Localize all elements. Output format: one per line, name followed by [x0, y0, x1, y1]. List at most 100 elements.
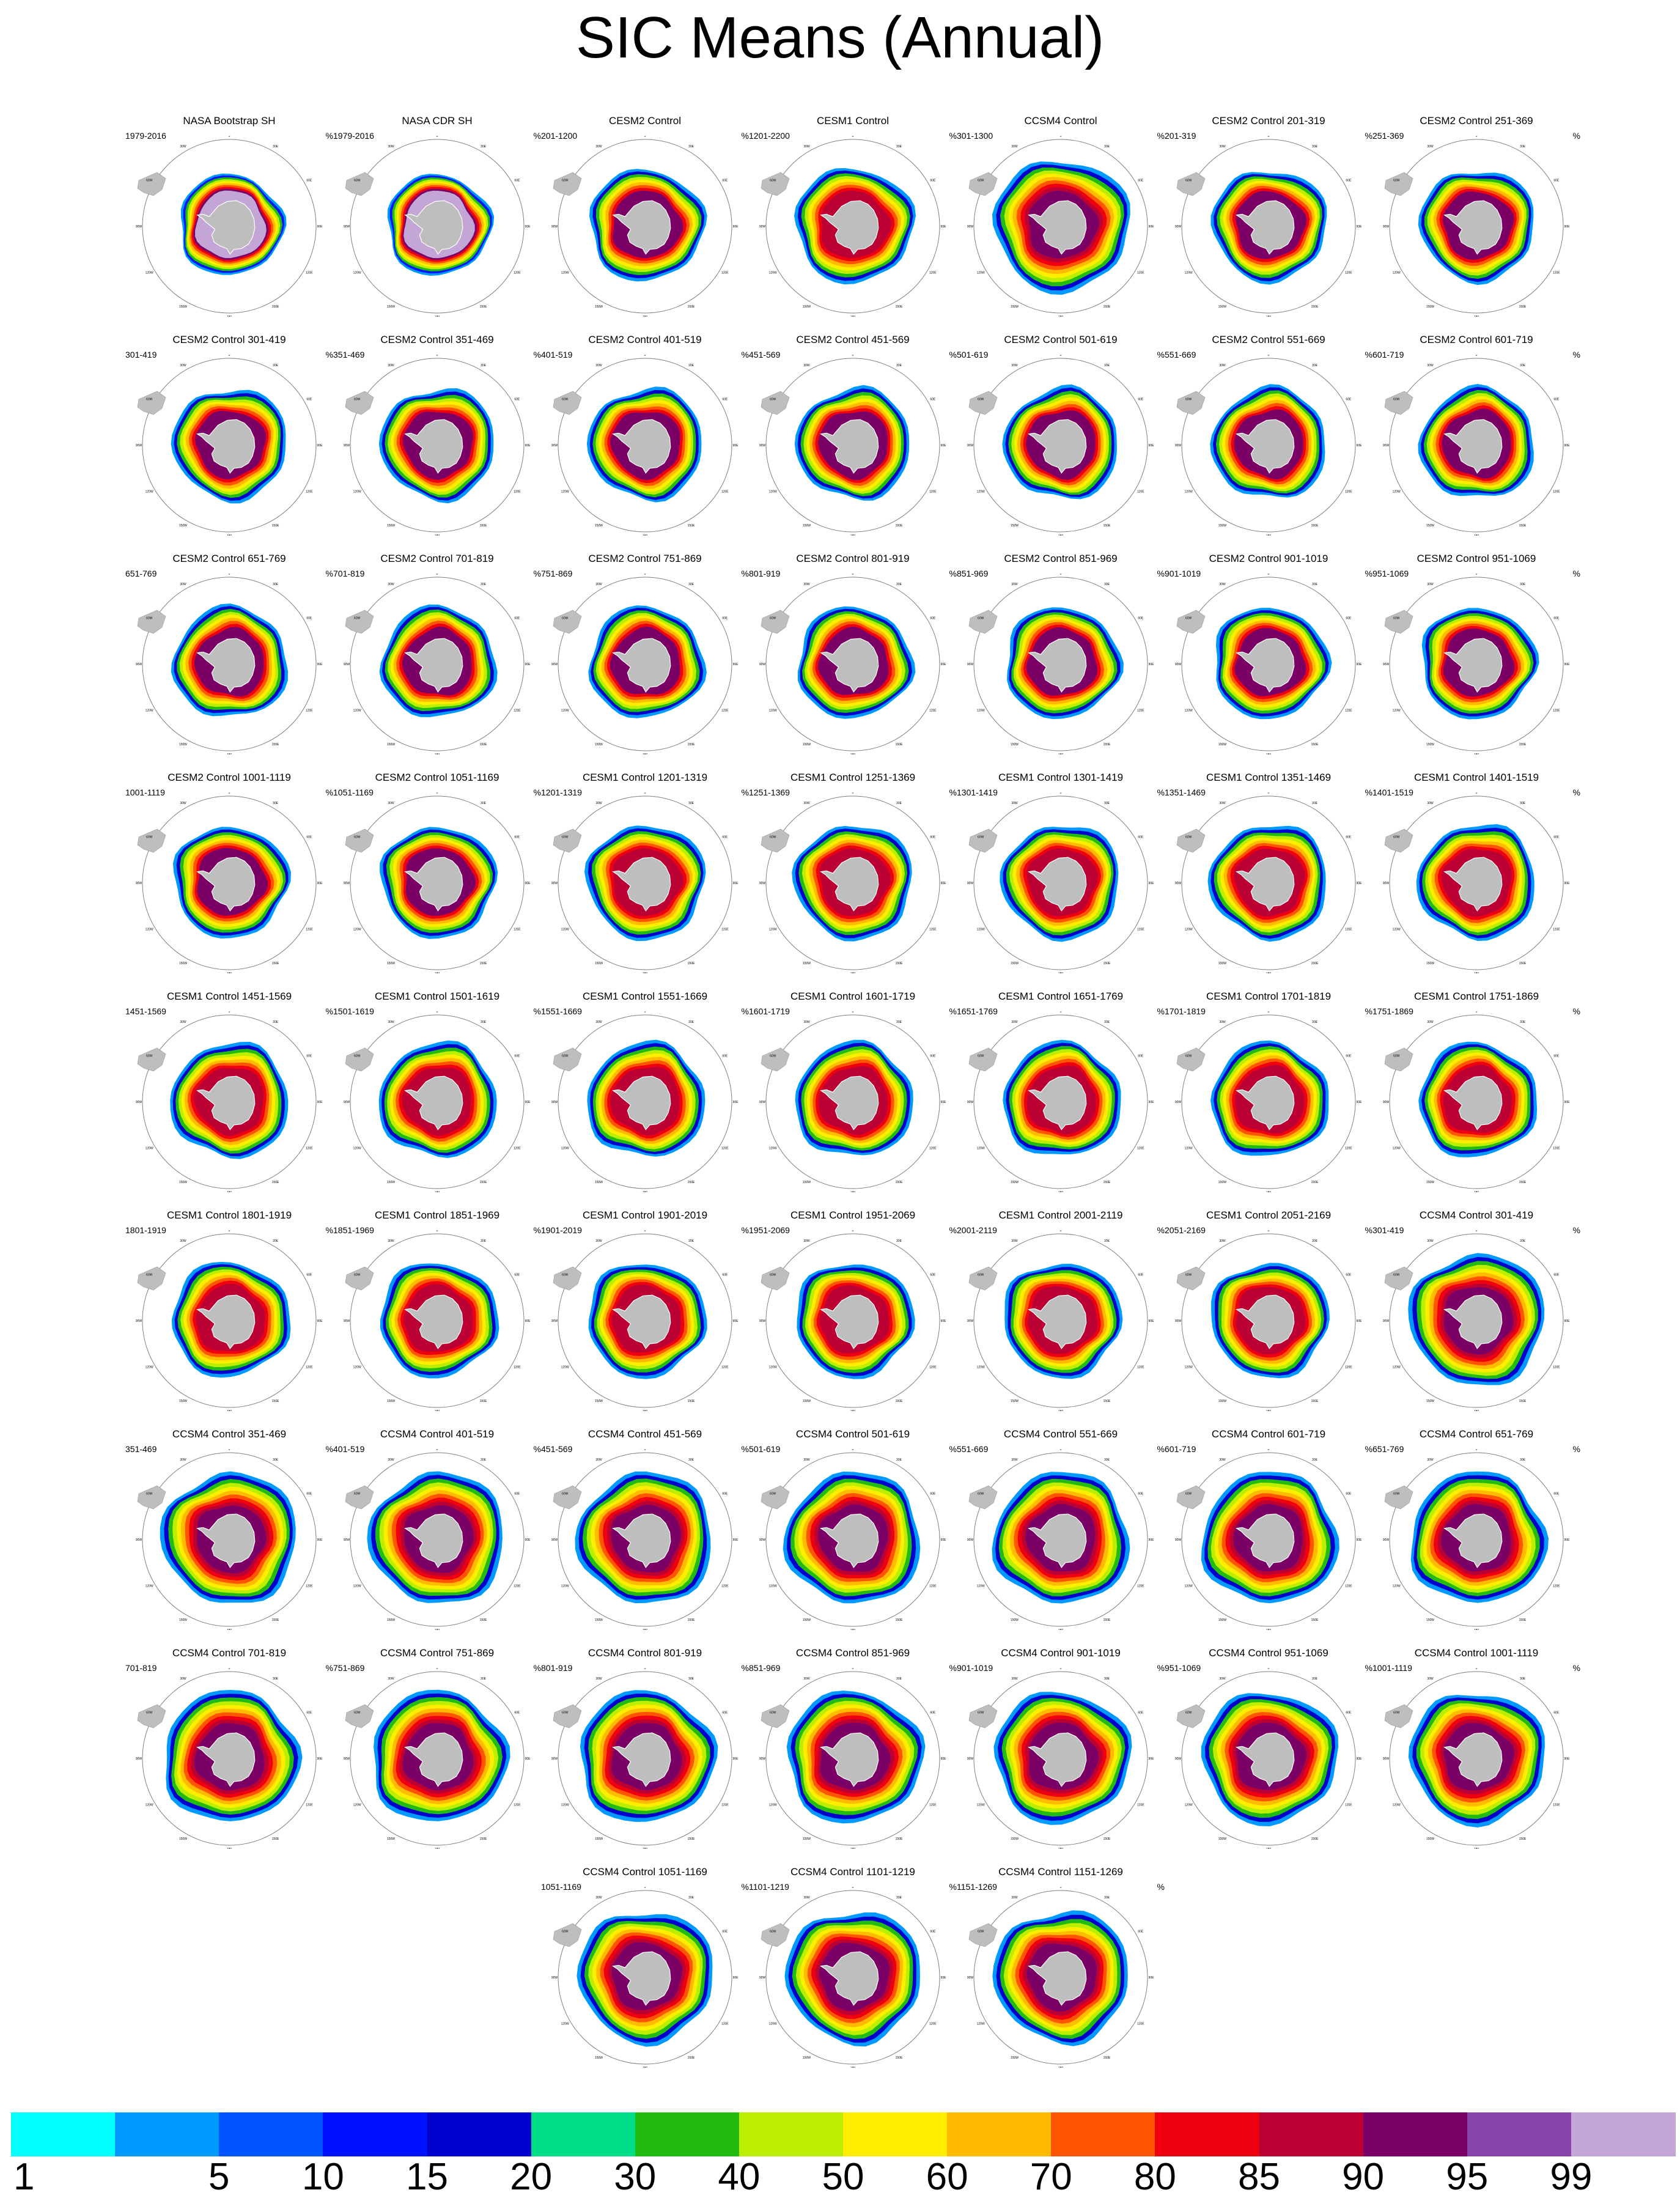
longitude-label: 180 [1266, 315, 1272, 317]
longitude-label: 60W [1393, 1055, 1400, 1058]
longitude-label: 60E [1138, 836, 1144, 839]
longitude-label: 120W [769, 1366, 777, 1370]
longitude-label: 30W [388, 583, 394, 586]
longitude-label: 90W [551, 225, 558, 229]
panel-units: % [533, 1006, 541, 1016]
longitude-label: 120E [1553, 271, 1560, 275]
longitude-label: 30E [1104, 145, 1110, 149]
panel-title: CESM2 Control 1051-1169 [375, 772, 499, 783]
longitude-label: 90E [941, 1976, 947, 1980]
panel-years: 1951-2069 [749, 1225, 790, 1235]
longitude-label: 60E [1553, 617, 1560, 621]
map-panel: NASA CDR SH 1979-2016% 0 30E 60E 90E 120E 150E 1… [333, 115, 541, 317]
longitude-label: 150W [1011, 962, 1019, 965]
longitude-label: 30W [803, 145, 810, 149]
longitude-label: 120W [561, 1804, 569, 1807]
longitude-label: 30W [595, 1896, 602, 1900]
panel-years: 201-1200 [541, 131, 578, 141]
panel-title: CESM1 Control 1501-1619 [374, 990, 500, 1002]
south-america-land [345, 828, 374, 853]
longitude-label: 150E [688, 1181, 695, 1184]
longitude-label: 120E [306, 709, 313, 713]
longitude-label: 120E [1137, 1585, 1144, 1588]
longitude-label: 60E [306, 398, 312, 402]
longitude-label: 30E [481, 802, 487, 805]
panel-years: 351-469 [333, 350, 365, 360]
longitude-label: 90W [344, 1538, 350, 1542]
longitude-label: 60W [562, 836, 569, 839]
longitude-label: 150W [1218, 1618, 1226, 1622]
polar-map: 0 30E 60E 90E 120E 150E 180 150W 120W 90W 60W 30W [344, 1230, 531, 1411]
panel-units: % [325, 1006, 333, 1016]
longitude-label: 90E [733, 663, 739, 666]
longitude-label: 150W [179, 1618, 187, 1622]
longitude-label: 120E [929, 1585, 937, 1588]
south-america-land [553, 1485, 582, 1510]
longitude-label: 120E [514, 271, 521, 275]
longitude-label: 120W [146, 1804, 153, 1807]
longitude-label: 150W [595, 1181, 603, 1184]
longitude-label: 90E [733, 444, 739, 448]
panel-units: % [949, 1225, 957, 1235]
panel-units: % [325, 569, 333, 578]
colorbar-label: 85 [1238, 2156, 1280, 2198]
colorbar-label: 5 [208, 2156, 230, 2198]
panel-units: % [1157, 1225, 1165, 1235]
longitude-label: 150E [1311, 305, 1319, 309]
south-america-land [345, 1266, 374, 1291]
longitude-label: 150E [896, 1837, 903, 1841]
longitude-label: 90W [344, 1101, 350, 1104]
longitude-label: 150E [1103, 1400, 1111, 1403]
panel-units: % [1365, 1225, 1372, 1235]
longitude-label: 30W [180, 1239, 186, 1243]
longitude-label: 90E [1149, 444, 1155, 448]
longitude-label: 90E [941, 1101, 947, 1104]
polar-map: 0 30E 60E 90E 120E 150E 180 150W 120W 90W 60W 30W [551, 1887, 739, 2068]
longitude-label: 180 [1058, 1410, 1064, 1411]
south-america-land [553, 1266, 582, 1291]
longitude-label: 150W [387, 1400, 395, 1403]
longitude-label: 90E [1564, 1101, 1571, 1104]
longitude-label: 30W [388, 1677, 394, 1681]
longitude-label: 150W [179, 305, 187, 309]
longitude-label: 150E [896, 1400, 903, 1403]
longitude-label: 30W [1219, 364, 1226, 367]
longitude-label: 30E [1104, 364, 1110, 367]
longitude-label: 90E [1357, 882, 1363, 885]
map-panel: CESM2 Control 701-819 701-819% 0 30E 60E 90E 1… [333, 553, 541, 754]
longitude-label: 90E [317, 444, 323, 448]
longitude-label: 120E [1137, 1804, 1144, 1807]
map-panel: CCSM4 Control 351-469 351-469% 0 30E 60E 90E 1… [125, 1428, 333, 1630]
panel-title: CESM2 Control 501-619 [1004, 334, 1118, 345]
longitude-label: 120E [929, 709, 937, 713]
longitude-label: 30E [1520, 145, 1526, 149]
south-america-land [137, 1266, 166, 1291]
panel-title: CESM2 Control 351-469 [380, 334, 494, 345]
panel-units: % [325, 350, 333, 360]
longitude-label: 90E [941, 1319, 947, 1323]
longitude-label: 180 [435, 1410, 440, 1411]
longitude-label: 150E [272, 305, 279, 309]
longitude-label: 120W [561, 1366, 569, 1370]
longitude-label: 150W [1011, 1837, 1019, 1841]
longitude-label: 120W [146, 271, 153, 275]
longitude-label: 90W [136, 663, 142, 666]
longitude-label: 0 [1060, 1668, 1062, 1670]
map-panel: CESM2 Control 751-869 751-869% 0 30E 60E 90E 1… [541, 553, 749, 754]
antarctica-land [196, 857, 256, 912]
longitude-label: 120W [146, 1366, 153, 1370]
longitude-label: 60E [930, 1711, 936, 1715]
longitude-label: 0 [229, 792, 230, 795]
longitude-label: 120E [1137, 271, 1144, 275]
longitude-label: 60W [562, 1930, 569, 1934]
antarctica-land [196, 419, 256, 474]
south-america-land [1176, 1485, 1206, 1510]
longitude-label: 180 [1058, 972, 1064, 973]
polar-map: 0 30E 60E 90E 120E 150E 180 150W 120W 90W 60W 30W [551, 1668, 739, 1849]
polar-map: 0 30E 60E 90E 120E 150E 180 150W 120W 90W 60W 30W [1383, 573, 1570, 754]
longitude-label: 0 [229, 1230, 230, 1233]
panel-units: % [325, 131, 333, 141]
longitude-label: 60W [1185, 1492, 1192, 1496]
longitude-label: 120W [561, 709, 569, 713]
longitude-label: 60W [1185, 1274, 1192, 1277]
